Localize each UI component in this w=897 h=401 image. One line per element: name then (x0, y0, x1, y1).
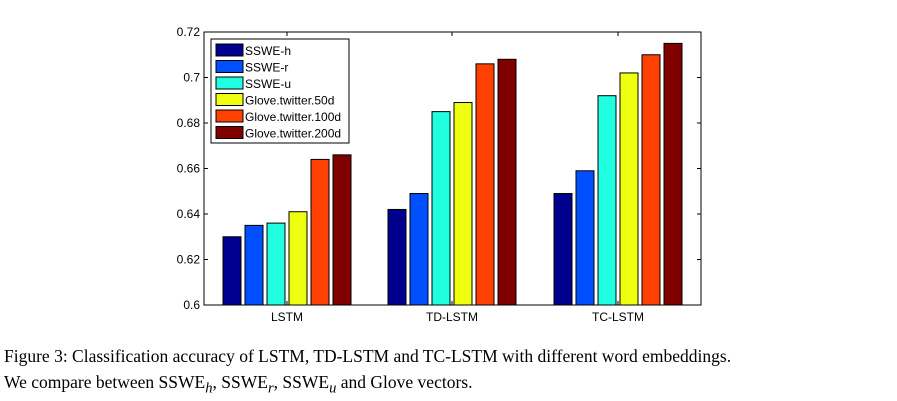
bar-lstm-4 (310, 158, 330, 306)
bar-chart: 0.6 0.62 0.64 0.66 0.68 0.7 0.72 LSTM TD-LSTM TC-… (177, 25, 702, 324)
bar-lstm-2 (266, 222, 286, 306)
legend-swatch (215, 93, 244, 106)
x-tick-label: TC-LSTM (592, 310, 644, 324)
bar-lstm-3 (288, 211, 308, 306)
bar-tc-lstm-0 (553, 193, 573, 306)
y-tick-label: 0.7 (183, 71, 200, 85)
legend-swatch (215, 76, 244, 90)
bar-td-lstm-4 (475, 63, 495, 306)
legend-label: Glove.twitter.50d (245, 94, 334, 108)
bar-tc-lstm-2 (597, 95, 617, 306)
caption-subscript: h (205, 380, 213, 397)
bar-lstm-0 (222, 236, 242, 306)
y-tick-label: 0.62 (177, 253, 201, 267)
caption-subscript: u (329, 380, 337, 397)
legend-label: SSWE-h (245, 44, 291, 58)
bar-td-lstm-3 (453, 102, 473, 306)
y-tick-label: 0.68 (177, 116, 201, 130)
bar-td-lstm-1 (409, 193, 429, 306)
bar-tc-lstm-1 (575, 170, 595, 306)
caption-text: , SSWE (212, 372, 268, 392)
bar-lstm-1 (244, 224, 264, 306)
bar-tc-lstm-3 (619, 72, 639, 306)
legend-label: SSWE-r (245, 61, 288, 75)
y-tick-label: 0.64 (177, 207, 201, 221)
legend-label: Glove.twitter.100d (245, 110, 341, 124)
legend-label: SSWE-u (245, 77, 291, 91)
x-tick-label: TD-LSTM (426, 310, 478, 324)
caption-text: We compare between SSWE (4, 372, 206, 392)
bar-lstm-5 (332, 154, 352, 306)
bar-tc-lstm-4 (641, 54, 661, 306)
legend-label: Glove.twitter.200d (245, 127, 341, 141)
figure-caption-line1: Figure 3: Classification accuracy of LST… (4, 346, 732, 366)
y-tick-label: 0.66 (177, 162, 201, 176)
legend-swatch (215, 126, 244, 139)
bar-tc-lstm-5 (663, 42, 683, 306)
caption-subscript: r (267, 380, 274, 397)
legend-swatch (215, 60, 244, 73)
figure-caption-line2: We compare between SSWEh, SSWEr, SSWEu a… (4, 372, 472, 398)
y-tick-label: 0.6 (183, 298, 200, 312)
legend-swatch (215, 109, 244, 123)
bar-td-lstm-0 (387, 208, 407, 306)
bar-td-lstm-2 (431, 111, 451, 306)
y-tick-label: 0.72 (177, 25, 201, 39)
x-tick-label: LSTM (271, 310, 303, 324)
caption-text: , SSWE (273, 372, 330, 392)
legend-swatch (215, 43, 244, 57)
bar-td-lstm-5 (497, 58, 517, 306)
caption-text: and Glove vectors. (336, 372, 473, 392)
